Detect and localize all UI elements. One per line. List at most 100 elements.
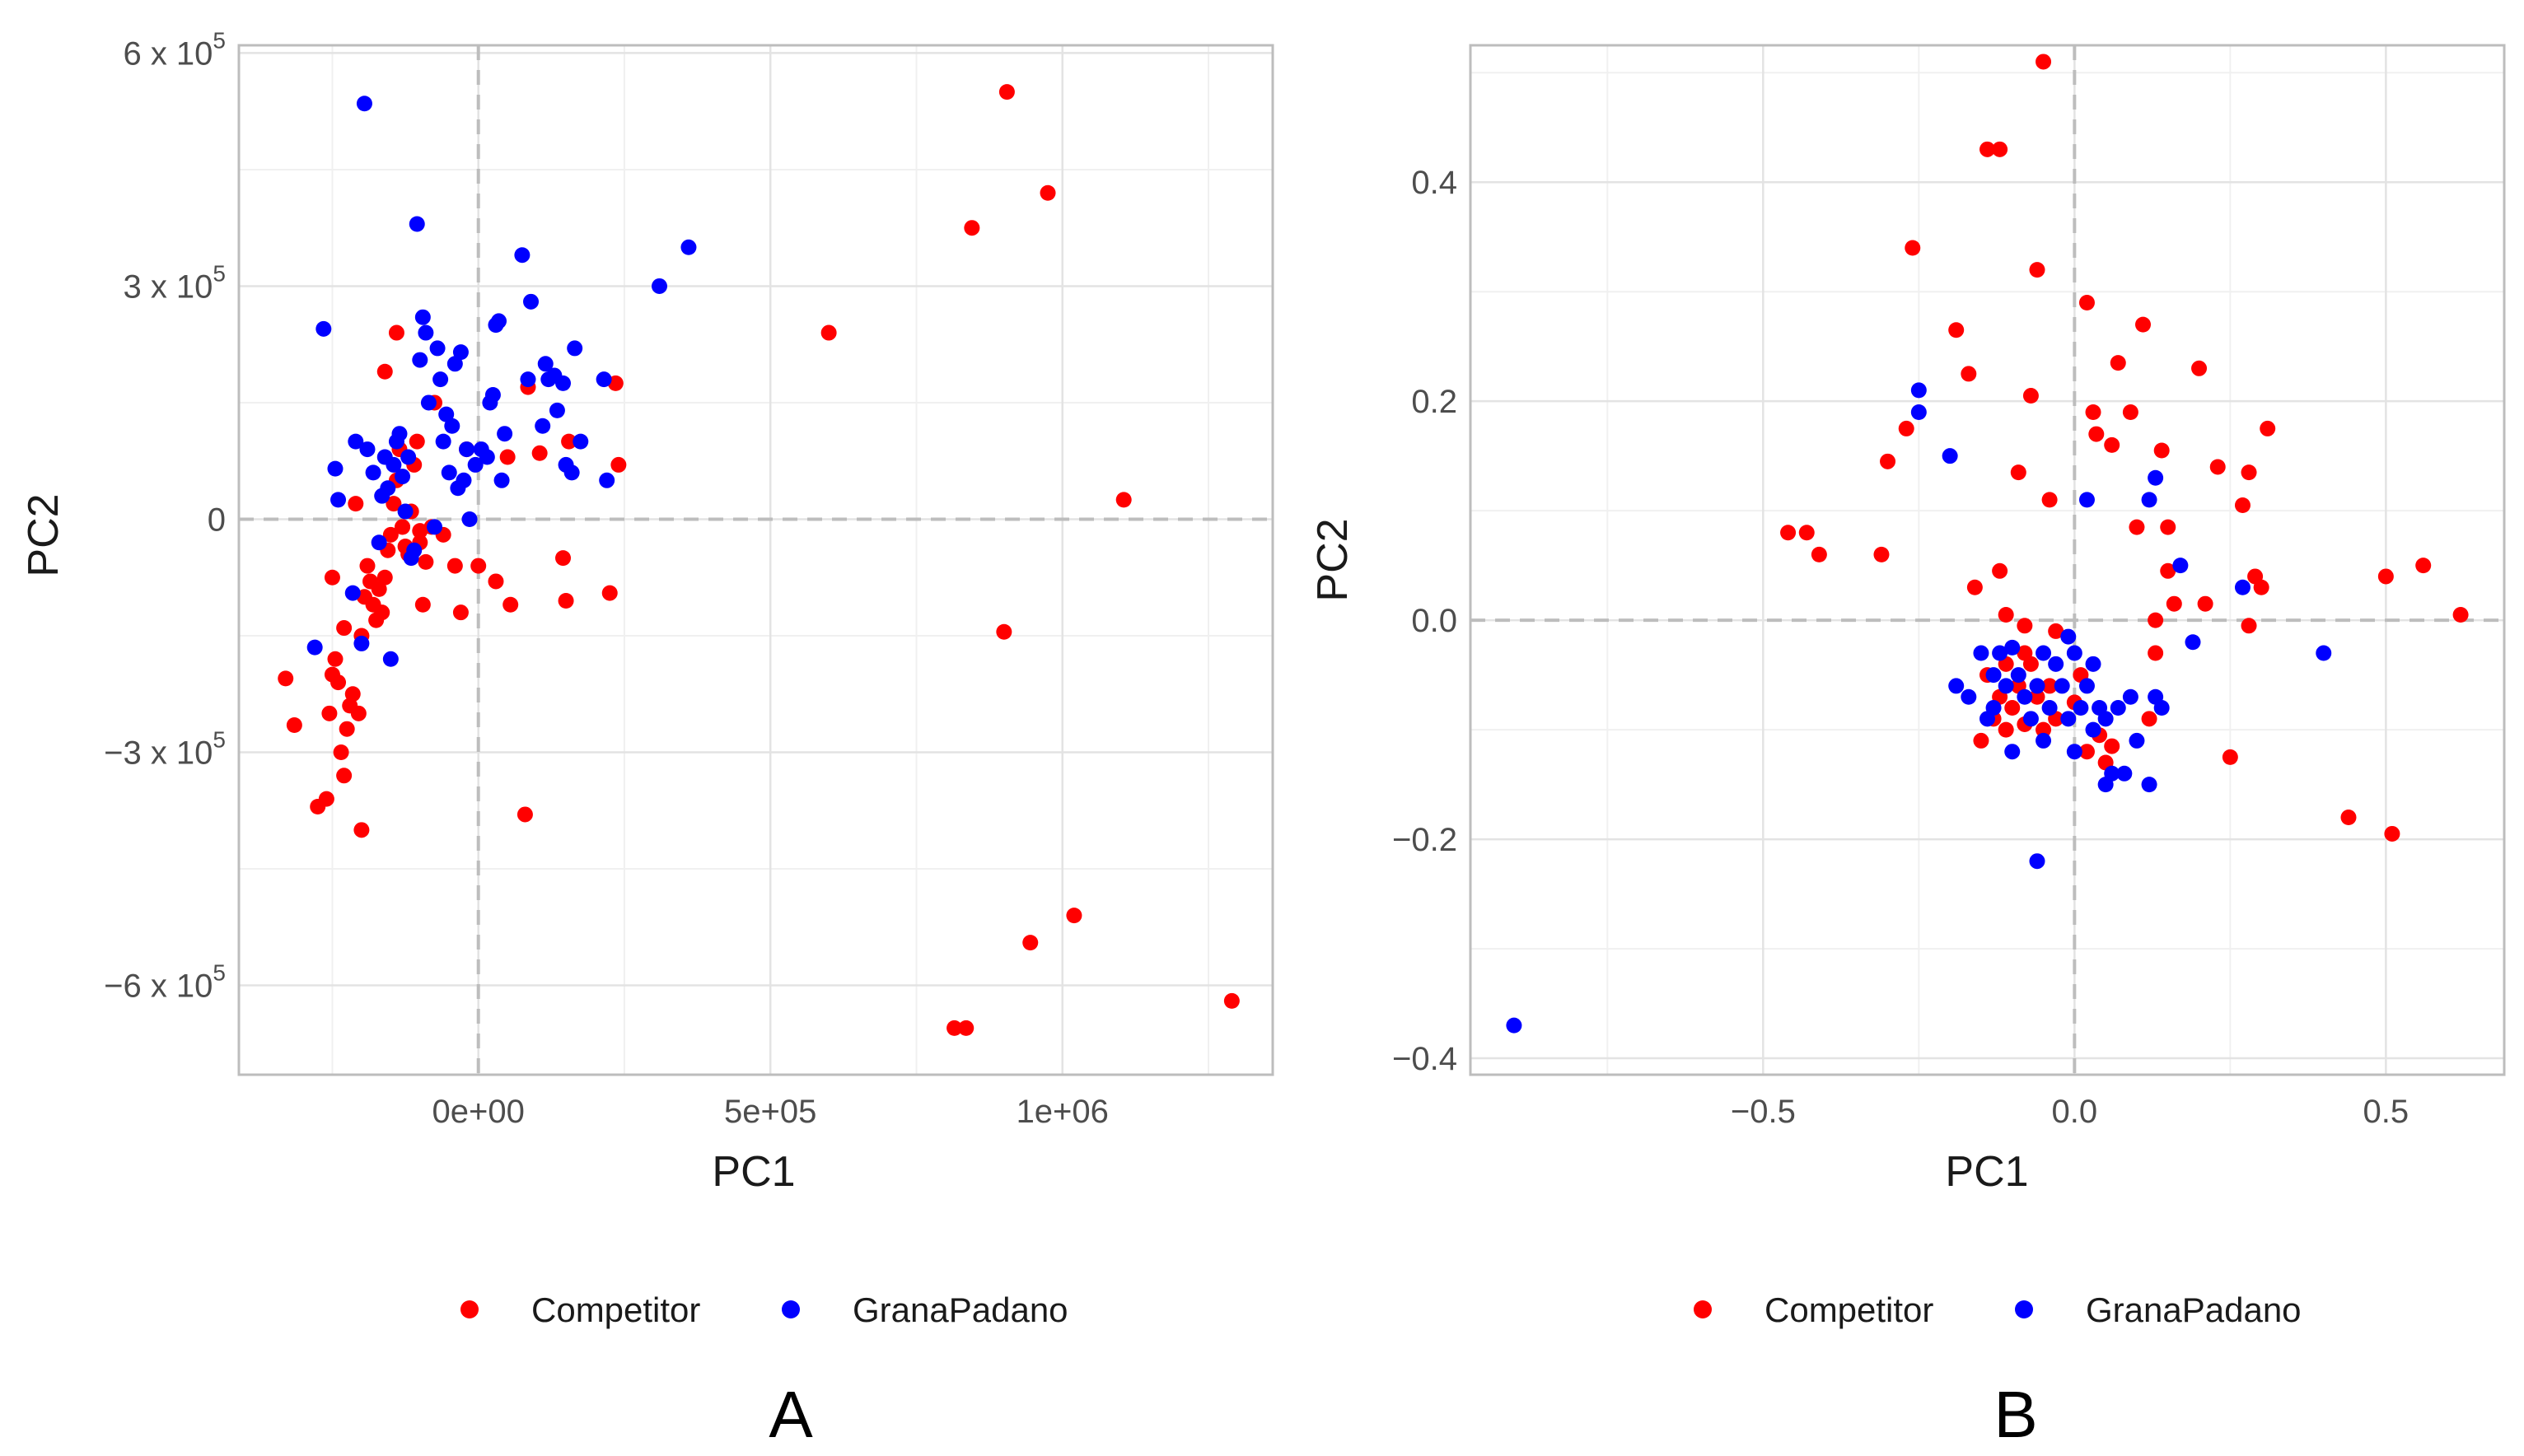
panel-a-point-granapadano <box>418 324 434 341</box>
panel-a-point-competitor <box>446 558 463 574</box>
panel-a-point-competitor <box>348 496 364 512</box>
panel-b-point-competitor <box>2253 579 2269 595</box>
panel-b-point-competitor <box>1966 579 1983 595</box>
panel-b-point-competitor <box>2022 388 2039 404</box>
panel-b-point-granapadano <box>2141 777 2157 793</box>
panel-a-point-granapadano <box>652 278 668 294</box>
panel-a-point-granapadano <box>520 371 536 388</box>
panel-b-point-competitor <box>2415 558 2432 574</box>
panel-b-point-granapadano <box>2073 700 2089 716</box>
panel-b-points <box>1506 54 2469 1034</box>
panel-b-point-granapadano <box>2097 711 2114 727</box>
panel-b-point-granapadano <box>1910 404 1927 420</box>
panel-b-point-competitor <box>1973 732 1989 749</box>
panel-b-point-competitor <box>2088 426 2105 442</box>
panel-a-point-granapadano <box>330 492 347 508</box>
panel-a-point-competitor <box>386 496 402 512</box>
panel-a-legend: Competitor GranaPadano <box>460 1290 1068 1329</box>
panel-b-point-competitor <box>1898 420 1914 436</box>
panel-b-point-competitor <box>1992 141 2008 157</box>
panel-b-y-tick-label: −0.4 <box>1392 1041 1457 1077</box>
panel-b-point-granapadano <box>1973 645 1989 661</box>
panel-a-point-competitor <box>336 620 353 637</box>
panel-a-point-granapadano <box>412 352 428 368</box>
panel-a-point-granapadano <box>316 320 332 337</box>
panel-b-point-competitor <box>1998 721 2014 738</box>
panel-a-point-competitor <box>330 674 347 691</box>
panel-a-point-competitor <box>502 596 519 613</box>
panel-a-point-granapadano <box>409 216 425 232</box>
panel-b-point-competitor <box>2029 262 2045 278</box>
panel-b-point-competitor <box>2017 645 2033 661</box>
panel-a-point-granapadano <box>435 433 451 450</box>
panel-b-point-granapadano <box>2060 628 2077 645</box>
panel-a-point-granapadano <box>397 503 414 520</box>
panel-b-point-competitor <box>2078 295 2095 310</box>
panel-b-point-granapadano <box>2041 700 2058 716</box>
panel-b-point-granapadano <box>2148 469 2164 486</box>
panel-a-point-competitor <box>336 768 353 784</box>
panel-b-point-granapadano <box>2234 579 2251 595</box>
panel-b-point-granapadano <box>1985 700 2002 716</box>
panel-a-y-tick-label: 3 x 105 <box>123 260 226 305</box>
panel-b-x-tick-label: 0.5 <box>2363 1094 2409 1130</box>
panel-a-y-ticks: −6 x 105 −3 x 105 0 3 x 105 6 x 105 <box>104 27 226 1004</box>
panel-a-legend-competitor-label: Competitor <box>531 1290 700 1329</box>
panel-a-point-granapadano <box>306 639 323 656</box>
panel-a-point-granapadano <box>514 247 531 264</box>
panel-b-point-granapadano <box>1942 448 1958 464</box>
panel-b-point-granapadano <box>1910 382 1927 399</box>
panel-a-point-granapadano <box>461 511 478 527</box>
panel-b-point-competitor <box>2166 595 2182 612</box>
panel-a-point-granapadano <box>563 464 580 481</box>
panel-a-point-granapadano <box>429 340 446 357</box>
panel-b-point-granapadano <box>1948 678 1965 694</box>
panel-b-point-granapadano <box>2060 711 2077 727</box>
panel-a-point-competitor <box>286 716 302 733</box>
panel-b-point-granapadano <box>2036 645 2052 661</box>
panel-b-point-competitor <box>2036 54 2052 70</box>
panel-b-y-tick-label: 0.0 <box>1411 603 1457 639</box>
panel-a-point-competitor <box>958 1020 975 1036</box>
panel-a-point-competitor <box>516 806 533 823</box>
panel-b-x-tick-label: −0.5 <box>1731 1094 1796 1130</box>
panel-a-point-granapadano <box>599 472 615 488</box>
panel-a-point-granapadano <box>438 406 455 422</box>
panel-b-point-granapadano <box>2141 492 2157 508</box>
panel-a-y-tick-label: −3 x 105 <box>104 726 226 771</box>
panel-b-y-tick-label: 0.4 <box>1411 165 1457 201</box>
panel-a-x-ticks: 0e+00 5e+05 1e+06 <box>432 1094 1109 1130</box>
panel-a-point-granapadano <box>395 469 411 485</box>
panel-b-point-competitor <box>2209 459 2226 475</box>
panel-b-point-competitor <box>2340 810 2357 825</box>
panel-a-point-competitor <box>339 721 355 737</box>
panel-b-point-competitor <box>2260 420 2276 436</box>
panel-a-point-granapadano <box>391 426 408 442</box>
panel-a-point-granapadano <box>446 356 463 372</box>
panel-a-legend-granapadano-label: GranaPadano <box>853 1290 1068 1329</box>
panel-b-point-competitor <box>1979 141 1995 157</box>
panel-b-point-competitor <box>2241 618 2257 634</box>
panel-a-point-competitor <box>388 324 404 341</box>
panel-b-point-competitor <box>1998 606 2014 623</box>
panel-a-point-competitor <box>1022 935 1039 951</box>
panel-b-point-granapadano <box>2066 744 2082 760</box>
panel-a-point-competitor <box>488 573 504 590</box>
panel-a-x-axis-title: PC1 <box>712 1148 795 1196</box>
panel-b-point-competitor <box>2148 645 2164 661</box>
panel-b-point-competitor <box>2085 404 2101 420</box>
panel-b-point-granapadano <box>2054 678 2070 694</box>
panel-a-point-competitor <box>610 456 627 473</box>
panel-b-point-competitor <box>2004 700 2021 716</box>
panel-b-point-competitor <box>2104 738 2120 754</box>
panel-b-point-competitor <box>1961 366 1977 382</box>
panel-a-point-granapadano <box>549 402 565 418</box>
panel-b-legend-granapadano-label: GranaPadano <box>2086 1290 2302 1329</box>
panel-a-point-granapadano <box>456 472 472 488</box>
panel-b-chart: −0.5 0.0 0.5 −0.4 −0.2 0.0 0.2 0.4 PC1 PC2 Com… <box>1309 44 2506 1451</box>
panel-b-point-competitor <box>2110 355 2126 371</box>
panel-a-point-granapadano <box>406 542 423 558</box>
panel-a-point-competitor <box>531 445 548 461</box>
panel-a-point-granapadano <box>537 356 554 372</box>
panel-b-point-competitor <box>2234 497 2251 514</box>
